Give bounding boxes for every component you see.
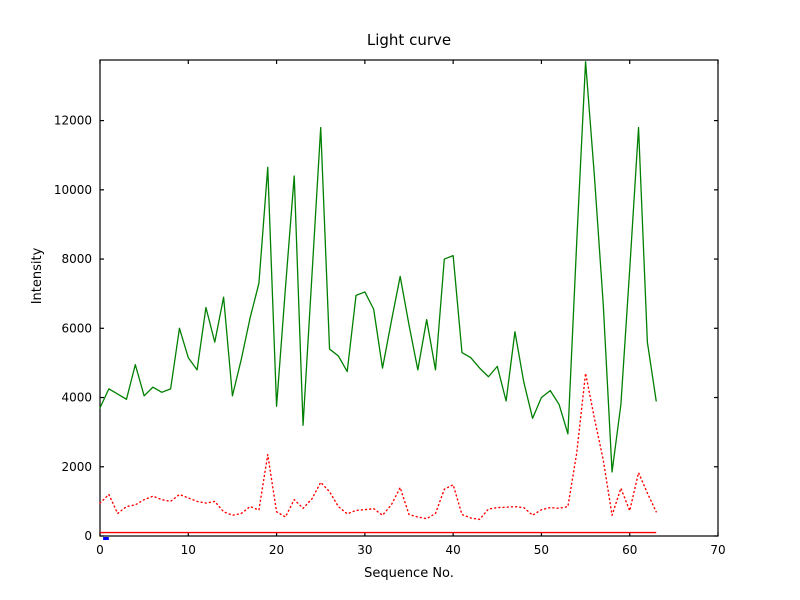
x-tick-label: 70	[710, 543, 725, 557]
x-tick-label: 0	[96, 543, 104, 557]
y-tick-label: 6000	[61, 321, 92, 335]
y-tick-label: 0	[84, 529, 92, 543]
x-tick-label: 20	[269, 543, 284, 557]
x-tick-label: 60	[622, 543, 637, 557]
plot-frame	[99, 59, 719, 537]
y-tick-label: 2000	[61, 460, 92, 474]
x-tick-label: 40	[446, 543, 461, 557]
y-tick-label: 4000	[61, 391, 92, 405]
y-tick-label: 8000	[61, 252, 92, 266]
y-tick-label: 10000	[54, 183, 92, 197]
intensity-main-line	[99, 61, 657, 473]
x-tick-label: 30	[357, 543, 372, 557]
x-tick-label: 10	[181, 543, 196, 557]
x-axis-label: Sequence No.	[364, 566, 454, 581]
chart-title: Light curve	[366, 31, 452, 49]
x-tick-label: 50	[534, 543, 549, 557]
intensity-background-line	[99, 372, 657, 521]
y-axis-label: Intensity	[30, 247, 45, 305]
y-tick-label: 12000	[54, 114, 92, 128]
